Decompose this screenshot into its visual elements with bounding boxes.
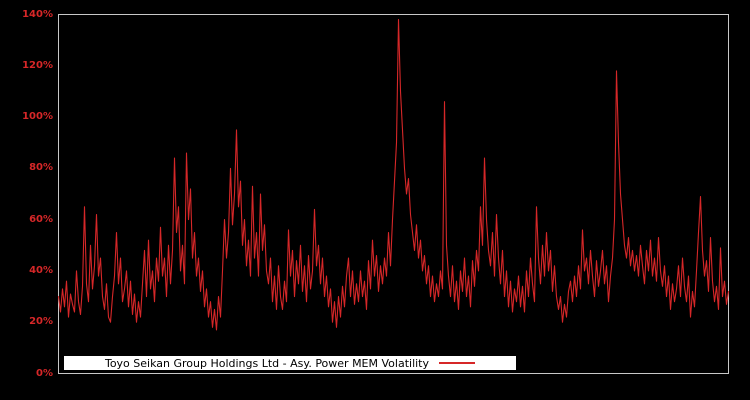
legend-line-sample: [439, 362, 476, 364]
legend: Toyo Seikan Group Holdings Ltd - Asy. Po…: [63, 355, 517, 371]
y-axis-tick-label: 20%: [29, 316, 53, 328]
y-axis-tick-label: 140%: [22, 8, 53, 20]
y-axis-tick-label: 60%: [29, 213, 53, 225]
y-axis-tick-label: 100%: [22, 111, 53, 123]
y-axis-tick-label: 80%: [29, 162, 53, 174]
y-axis-tick-label: 120%: [22, 59, 53, 71]
plot-border: [58, 14, 729, 374]
y-axis-tick-label: 40%: [29, 264, 53, 276]
legend-label: Toyo Seikan Group Holdings Ltd - Asy. Po…: [104, 356, 430, 370]
y-axis-tick-label: 0%: [36, 367, 53, 379]
volatility-series-line: [57, 19, 730, 331]
